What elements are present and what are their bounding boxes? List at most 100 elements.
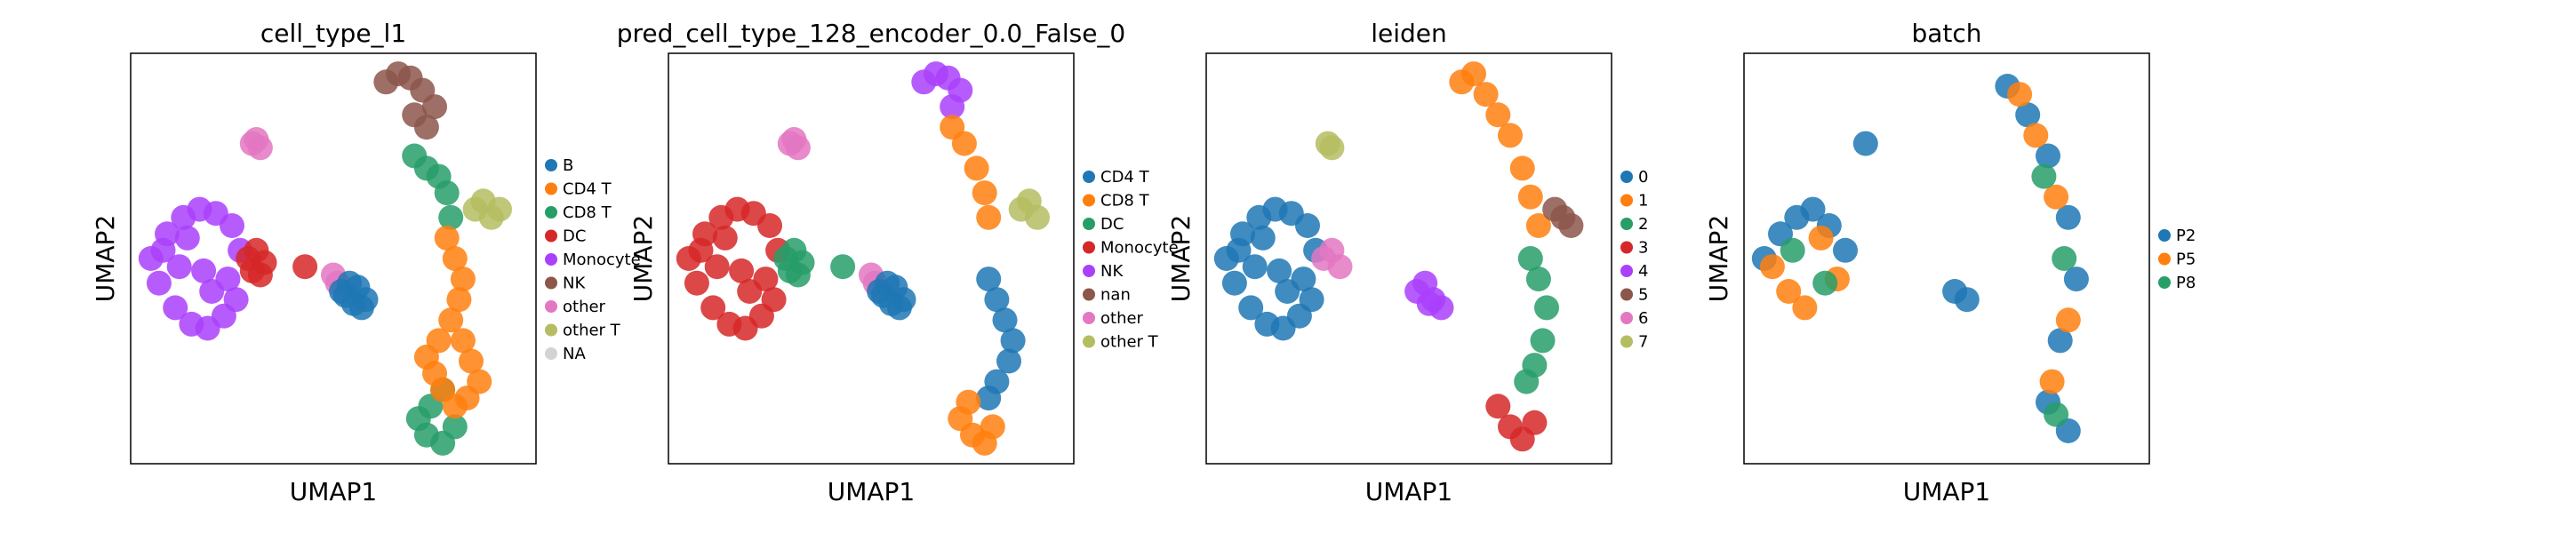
data-point-nk xyxy=(940,94,965,120)
data-point-cd4-t xyxy=(886,295,912,321)
legend-item: 2 xyxy=(1620,215,1648,234)
legend: P2 P5 P8 xyxy=(2158,227,2196,292)
legend-label: other xyxy=(1100,309,1144,328)
panel-svg-cell-type-l1: cell_type_l1 UMAP1 UMAP2 B CD4 T CD8 T DC Mo… xyxy=(91,19,641,506)
legend-item: P8 xyxy=(2158,274,2196,292)
data-point-p5 xyxy=(1808,225,1834,251)
legend-item: P2 xyxy=(2158,227,2196,245)
legend-item: 0 xyxy=(1620,168,1648,187)
legend-item: other xyxy=(545,298,606,316)
legend-marker xyxy=(545,347,557,360)
data-point-monocyte xyxy=(684,270,709,296)
data-point-cd4-t xyxy=(450,266,476,292)
legend-marker xyxy=(545,229,557,243)
data-point-p2 xyxy=(2036,143,2060,169)
legend-item: 4 xyxy=(1620,262,1648,281)
data-point-nk xyxy=(422,94,447,120)
data-point-monocyte xyxy=(761,287,787,313)
legend-item: NK xyxy=(1083,262,1124,281)
data-point-cd8-t xyxy=(976,204,1002,230)
legend-item: DC xyxy=(1083,215,1124,234)
x-axis-label: UMAP1 xyxy=(1365,477,1453,506)
legend-item: 1 xyxy=(1620,192,1648,211)
data-point-cd8-t xyxy=(972,180,997,206)
panel-batch: batch UMAP1 UMAP2 P2 P5 P8 xyxy=(1613,0,2253,533)
legend-label: NK xyxy=(1100,262,1124,281)
data-point-cd4-t xyxy=(450,328,476,354)
data-point-dc xyxy=(247,262,273,288)
data-point-p5 xyxy=(2007,82,2033,107)
data-point-0 xyxy=(1221,270,1247,296)
legend-label: CD8 T xyxy=(1100,192,1150,211)
data-point-other-t xyxy=(487,196,512,222)
data-point-p8 xyxy=(2044,402,2069,427)
legend-item: DC xyxy=(545,227,586,246)
data-point-0 xyxy=(1295,213,1320,238)
legend-label: CD8 T xyxy=(563,203,612,222)
x-axis-label: UMAP1 xyxy=(828,477,916,506)
legend-marker xyxy=(1620,265,1633,277)
data-point-other xyxy=(785,135,811,161)
data-point-p5 xyxy=(1776,279,1802,304)
data-point-cd4-t xyxy=(984,287,1010,313)
legend-label: 0 xyxy=(1638,168,1648,187)
scatter-area xyxy=(138,61,512,456)
data-point-cd4-t xyxy=(1000,328,1026,354)
legend-item: CD8 T xyxy=(545,203,612,222)
data-point-1 xyxy=(1485,102,1511,128)
data-point-p2 xyxy=(1852,131,1878,156)
legend-item: CD8 T xyxy=(1083,192,1150,211)
legend-marker xyxy=(1083,288,1095,301)
data-point-p2 xyxy=(2063,266,2089,292)
y-axis-label: UMAP2 xyxy=(1704,215,1733,303)
legend-marker xyxy=(1083,241,1095,254)
data-point-cd8-t xyxy=(442,414,468,440)
y-axis-label: UMAP2 xyxy=(91,215,120,303)
legend-label: P2 xyxy=(2176,227,2196,245)
legend-marker xyxy=(1620,312,1633,324)
legend-label: CD4 T xyxy=(1100,168,1150,187)
data-point-p8 xyxy=(1812,270,1838,296)
legend: B CD4 T CD8 T DC Monocyte NK other other T NA xyxy=(545,156,641,363)
data-point-monocyte xyxy=(704,254,730,280)
scatter-area xyxy=(676,61,1050,456)
legend-marker xyxy=(1083,218,1095,230)
panel-cell-type-l1: cell_type_l1 UMAP1 UMAP2 B CD4 T CD8 T DC Mo… xyxy=(0,0,641,533)
scatter-area xyxy=(1213,61,1584,452)
data-point-p2 xyxy=(1954,287,1980,313)
legend-item: 6 xyxy=(1620,309,1648,328)
data-point-3 xyxy=(1485,394,1511,419)
data-point-0 xyxy=(1275,279,1300,304)
legend-item: CD4 T xyxy=(545,180,612,199)
scatter-area xyxy=(1751,74,2089,443)
legend-label: 7 xyxy=(1638,333,1648,352)
legend-marker xyxy=(1083,194,1095,207)
data-point-5 xyxy=(1558,213,1584,238)
data-point-2 xyxy=(1525,266,1551,292)
data-point-cd4-t xyxy=(996,348,1021,374)
data-point-p2 xyxy=(2015,102,2041,128)
panel-title: pred_cell_type_128_encoder_0.0_False_0 xyxy=(617,19,1125,48)
legend-label: 6 xyxy=(1638,309,1648,328)
legend-marker xyxy=(545,276,557,290)
legend-label: DC xyxy=(563,227,586,246)
legend-marker xyxy=(2158,252,2171,266)
data-point-nk xyxy=(413,115,439,140)
data-point-monocyte xyxy=(163,295,188,321)
legend-item: nan xyxy=(1083,286,1131,305)
legend-item: 7 xyxy=(1620,333,1648,352)
data-point-0 xyxy=(1238,295,1264,321)
legend-marker xyxy=(545,206,557,219)
legend-item: 3 xyxy=(1620,239,1648,258)
plot-frame xyxy=(668,52,1075,465)
legend-label: Monocyte xyxy=(1100,239,1179,258)
data-point-3 xyxy=(1522,410,1548,435)
data-point-p2 xyxy=(2055,204,2081,230)
legend-item: 5 xyxy=(1620,286,1648,305)
legend-label: B xyxy=(563,156,573,175)
panel-title: batch xyxy=(1911,19,1981,48)
legend-item: other T xyxy=(1083,333,1159,352)
legend-label: 1 xyxy=(1638,192,1648,211)
data-point-2 xyxy=(1517,246,1543,271)
